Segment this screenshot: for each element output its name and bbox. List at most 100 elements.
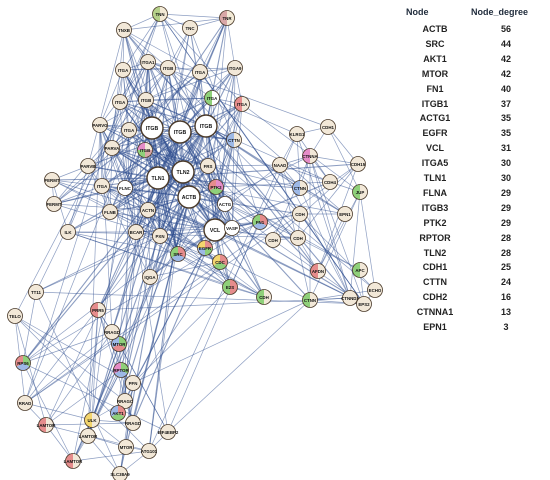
protein-node[interactable]: JUP: [352, 184, 368, 200]
protein-node[interactable]: ITGA1: [140, 54, 156, 70]
node-fill: [227, 60, 243, 76]
protein-node[interactable]: FRS: [200, 158, 216, 174]
protein-node[interactable]: ITGA: [112, 94, 128, 110]
protein-node[interactable]: EPN1: [337, 206, 353, 222]
protein-node[interactable]: ITGA: [204, 90, 220, 106]
protein-node[interactable]: ITGB: [138, 92, 154, 108]
node-label: ILK: [64, 230, 72, 235]
protein-node[interactable]: CTNN: [292, 180, 308, 196]
protein-node[interactable]: ACTB: [177, 185, 201, 209]
protein-node[interactable]: VASP: [224, 220, 240, 236]
protein-node[interactable]: CTNND2: [341, 290, 359, 306]
protein-node[interactable]: ITGB: [137, 142, 153, 158]
protein-node[interactable]: ITGA9: [227, 60, 243, 76]
protein-node[interactable]: LAMTOR: [64, 453, 84, 469]
protein-node[interactable]: FN1: [252, 214, 268, 230]
protein-node[interactable]: PARVB: [80, 158, 96, 174]
protein-node[interactable]: CDH1: [320, 119, 336, 135]
protein-node[interactable]: TT11: [28, 284, 44, 300]
node-slice: [65, 453, 73, 469]
protein-node[interactable]: ULK: [84, 412, 100, 428]
protein-node[interactable]: AFDN: [310, 263, 326, 279]
protein-node[interactable]: TLN1: [146, 166, 170, 190]
protein-node[interactable]: SRC: [170, 246, 186, 262]
protein-node[interactable]: PARVG: [92, 117, 108, 133]
node-slice: [234, 132, 242, 148]
protein-node[interactable]: ITGA: [192, 64, 208, 80]
protein-node[interactable]: TNN: [152, 6, 168, 22]
protein-node[interactable]: BCAR: [128, 224, 144, 240]
protein-node[interactable]: ITGB: [160, 60, 176, 76]
protein-node[interactable]: NAAD: [272, 157, 288, 173]
node-fill: [125, 415, 141, 431]
protein-node[interactable]: IQGA: [142, 269, 158, 285]
interaction-edge: [24, 163, 359, 404]
protein-node[interactable]: VCL: [203, 218, 227, 242]
node-slice: [171, 254, 185, 262]
protein-node[interactable]: RRAGD: [104, 324, 120, 340]
protein-node[interactable]: ACTG: [217, 196, 233, 212]
protein-node[interactable]: ITGA: [94, 178, 110, 194]
node-fill: [17, 395, 33, 411]
protein-node[interactable]: CDH15: [350, 156, 366, 172]
table-row: ACTB 56: [400, 24, 550, 38]
protein-node[interactable]: E2S: [222, 279, 238, 295]
protein-node[interactable]: SLC38A9: [110, 466, 130, 480]
protein-node[interactable]: RRAGC: [117, 393, 134, 409]
protein-node[interactable]: EGFR: [197, 240, 213, 256]
protein-node[interactable]: TLN2: [171, 160, 195, 184]
protein-node[interactable]: ITGB: [168, 120, 192, 144]
protein-node[interactable]: PXN: [152, 228, 168, 244]
protein-node[interactable]: ILK: [60, 224, 76, 240]
node-outline: [104, 324, 120, 340]
node-outline: [350, 156, 366, 172]
node-fill: [290, 230, 306, 246]
protein-node[interactable]: AKT1: [110, 405, 126, 421]
protein-node[interactable]: LAMTOR: [79, 428, 99, 444]
protein-node[interactable]: TELO: [7, 308, 23, 324]
protein-node[interactable]: CTTN: [226, 132, 242, 148]
protein-node[interactable]: EIF4EBP2: [158, 424, 179, 440]
protein-node[interactable]: PFN: [125, 375, 141, 391]
protein-node[interactable]: PRR5: [90, 302, 106, 318]
protein-node[interactable]: ITGB: [194, 114, 218, 138]
interaction-edge: [148, 71, 201, 452]
protein-node[interactable]: APC: [352, 262, 368, 278]
protein-node[interactable]: ITGB: [140, 116, 164, 140]
protein-node[interactable]: EPS2: [356, 296, 372, 312]
protein-node[interactable]: CDC: [212, 254, 228, 270]
protein-node[interactable]: ECHO: [367, 282, 383, 298]
protein-node[interactable]: ITGA: [121, 122, 137, 138]
protein-node[interactable]: ACTN: [140, 202, 156, 218]
protein-node[interactable]: MTOR: [118, 439, 134, 455]
protein-node[interactable]: LAMTOR: [37, 417, 57, 433]
protein-node[interactable]: TNXB: [116, 22, 132, 38]
interaction-edge: [87, 196, 190, 437]
protein-node[interactable]: FERMT: [46, 196, 62, 212]
protein-node[interactable]: ATG101: [141, 443, 158, 459]
protein-node[interactable]: CTNNA: [302, 148, 319, 164]
protein-node[interactable]: RPTOR: [113, 362, 129, 378]
protein-node[interactable]: CDH: [265, 232, 281, 248]
protein-node[interactable]: CDH: [290, 230, 306, 246]
protein-node[interactable]: RRAD: [17, 395, 33, 411]
protein-node[interactable]: ITGA: [234, 96, 250, 112]
node-fill: [112, 466, 128, 480]
interaction-edge: [91, 309, 99, 421]
protein-node[interactable]: KLRG1: [289, 126, 305, 142]
protein-node[interactable]: CDH: [256, 289, 272, 305]
protein-node[interactable]: FLNB: [102, 204, 118, 220]
protein-node[interactable]: FLNC: [117, 180, 133, 196]
protein-node[interactable]: PARVA: [104, 140, 121, 156]
protein-node[interactable]: CDH: [292, 206, 308, 222]
protein-node[interactable]: TNR: [219, 10, 235, 26]
node-outline: [160, 60, 176, 76]
protein-node[interactable]: TNC: [182, 20, 198, 36]
protein-node[interactable]: RRAGD: [125, 415, 141, 431]
protein-node[interactable]: FERMT: [44, 172, 60, 188]
protein-node[interactable]: PTK2: [208, 179, 224, 195]
protein-node[interactable]: CTNN: [302, 292, 318, 308]
protein-node[interactable]: CDH4: [322, 174, 338, 190]
protein-node[interactable]: RPS6: [15, 355, 31, 371]
protein-node[interactable]: ITGA: [115, 62, 131, 78]
